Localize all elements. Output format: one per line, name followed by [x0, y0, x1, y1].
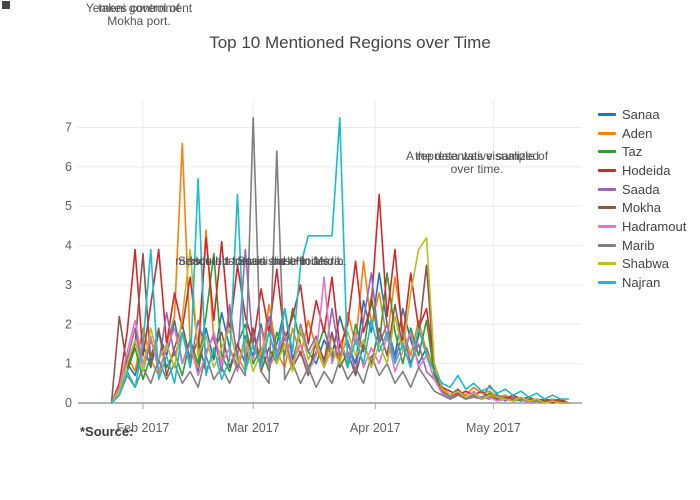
- y-tick-label: 0: [65, 396, 72, 410]
- legend-item-taz[interactable]: Taz: [598, 142, 686, 161]
- legend-item-najran[interactable]: Najran: [598, 273, 686, 292]
- annotation-text: the data was visualized: [414, 149, 540, 163]
- legend-swatch-icon: [598, 168, 616, 172]
- y-tick-label: 4: [65, 239, 72, 253]
- annotation-text: A representative sample of over time.: [405, 149, 549, 176]
- x-tick-label: Mar 2017: [227, 421, 280, 435]
- legend-swatch-icon: [598, 243, 616, 247]
- legend-swatch-icon: [598, 262, 616, 266]
- y-tick-label: 5: [65, 199, 72, 213]
- legend-label: Aden: [622, 125, 653, 141]
- legend: Sanaa Aden Taz Hodeida Saada Mokha Hadramout Ma…: [598, 105, 686, 292]
- annotation-text: Saudi-led forces shell Hodeida.: [177, 254, 345, 268]
- series-line-najran: [110, 116, 570, 404]
- y-tick-label: 7: [65, 121, 72, 135]
- source-note: *Source:: [80, 424, 134, 439]
- x-tick-label: Feb 2017: [117, 421, 170, 435]
- y-tick-label: 6: [65, 160, 72, 174]
- legend-item-marib[interactable]: Marib: [598, 236, 686, 255]
- legend-label: Shabwa: [622, 256, 669, 272]
- legend-swatch-icon: [598, 187, 616, 191]
- legend-label: Hodeida: [622, 162, 671, 178]
- legend-label: Marib: [622, 237, 655, 253]
- legend-item-aden[interactable]: Aden: [598, 124, 686, 143]
- legend-swatch-icon: [598, 150, 616, 154]
- y-tick-label: 1: [65, 357, 72, 371]
- legend-label: Najran: [622, 275, 661, 291]
- legend-swatch-icon: [598, 206, 616, 210]
- legend-swatch-icon: [598, 281, 616, 285]
- legend-item-sanaa[interactable]: Sanaa: [598, 105, 686, 124]
- legend-label: Mokha: [622, 200, 662, 216]
- corner-glyph: [2, 1, 10, 9]
- series-line-shabwa: [110, 236, 570, 404]
- y-tick-label: 3: [65, 278, 72, 292]
- annotation-text: Yemeni government Mokha port.: [85, 1, 193, 28]
- plot-drag-area[interactable]: [78, 100, 582, 403]
- x-tick-label: Apr 2017: [350, 421, 401, 435]
- chart-title: Top 10 Mentioned Regions over Time: [209, 33, 491, 52]
- series-line-hadramout: [110, 276, 570, 404]
- y-tick-label: 2: [65, 317, 72, 331]
- legend-swatch-icon: [598, 112, 616, 116]
- legend-item-shabwa[interactable]: Shabwa: [598, 255, 686, 274]
- annotation-text: takes control of: [98, 1, 180, 15]
- legend-swatch-icon: [598, 224, 616, 228]
- legend-label: Sanaa: [622, 106, 660, 122]
- annotation-text: Houthis detain aid officials.: [189, 254, 333, 268]
- legend-label: Saada: [622, 181, 660, 197]
- legend-item-mokha[interactable]: Mokha: [598, 198, 686, 217]
- legend-item-hodeida[interactable]: Hodeida: [598, 161, 686, 180]
- legend-label: Hadramout: [622, 218, 687, 234]
- annotation-text: missile hits Saudi base in Marib.: [175, 254, 347, 268]
- legend-item-hadramout[interactable]: Hadramout: [598, 217, 686, 236]
- legend-label: Taz: [622, 144, 643, 160]
- x-tick-label: May 2017: [466, 421, 521, 435]
- legend-item-saada[interactable]: Saada: [598, 180, 686, 199]
- legend-swatch-icon: [598, 131, 616, 135]
